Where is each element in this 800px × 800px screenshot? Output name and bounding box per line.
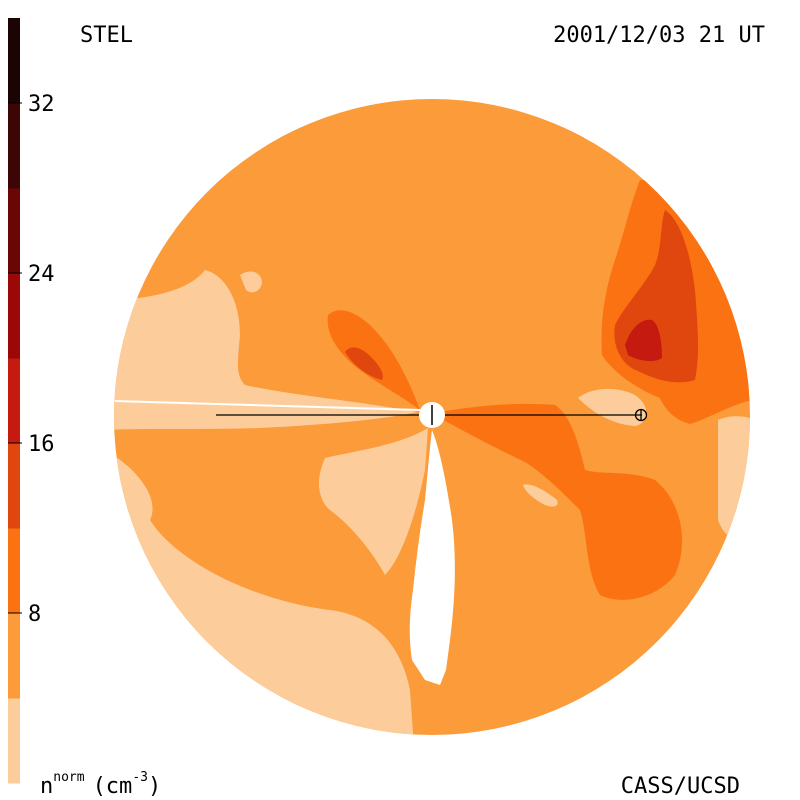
contour-level1-southeast-blob — [523, 484, 558, 507]
credit-label: CASS/UCSD — [621, 774, 740, 799]
timestamp-label: 2001/12/03 21 UT — [553, 23, 765, 48]
colorbar-tick-label: 8 — [28, 602, 41, 627]
contour-level1-east-edge — [718, 416, 750, 539]
colorbar-segment — [8, 528, 20, 614]
colorbar-tick-label: 24 — [28, 262, 55, 287]
colorbar-tick-label: 32 — [28, 92, 55, 117]
unit-text: (cm — [93, 774, 133, 799]
colorbar-ticks: 8 16 24 32 — [8, 92, 55, 627]
colorbar-segment — [8, 188, 20, 274]
colorbar-segment — [8, 613, 20, 699]
colorbar-segment — [8, 358, 20, 444]
unit-close: ) — [148, 774, 161, 799]
colorbar-segment — [8, 103, 20, 189]
contour-level1-south-wedge — [318, 428, 428, 575]
unit-exponent: -3 — [132, 770, 148, 785]
occulted-ray-west — [114, 400, 421, 411]
source-label: STEL — [80, 23, 133, 48]
colorbar-segment — [8, 698, 20, 784]
contour-level1-west — [114, 270, 418, 430]
colorbar-segment — [8, 443, 20, 529]
colorbar-unit-label: nnorm (cm-3) — [40, 770, 161, 799]
contour-level4-north-lobe — [345, 347, 383, 380]
contour-level5-peak — [625, 319, 662, 362]
contour-level3-east-band — [440, 403, 683, 600]
contour-level1-blob-north — [240, 271, 262, 293]
contour-level1-east-oval — [578, 388, 647, 426]
quantity-symbol: n — [40, 774, 53, 799]
occulted-spike — [409, 430, 455, 685]
quantity-superscript: norm — [53, 770, 84, 785]
colorbar-segment — [8, 273, 20, 359]
colorbar-tick-label: 16 — [28, 432, 55, 457]
earth-marker — [634, 408, 648, 422]
colorbar-segment — [8, 18, 20, 104]
colorbar — [8, 18, 20, 784]
